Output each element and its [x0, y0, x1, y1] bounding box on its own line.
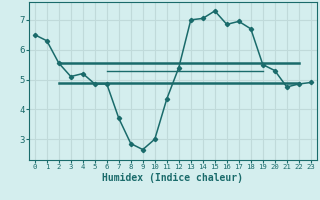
X-axis label: Humidex (Indice chaleur): Humidex (Indice chaleur)	[102, 173, 243, 183]
